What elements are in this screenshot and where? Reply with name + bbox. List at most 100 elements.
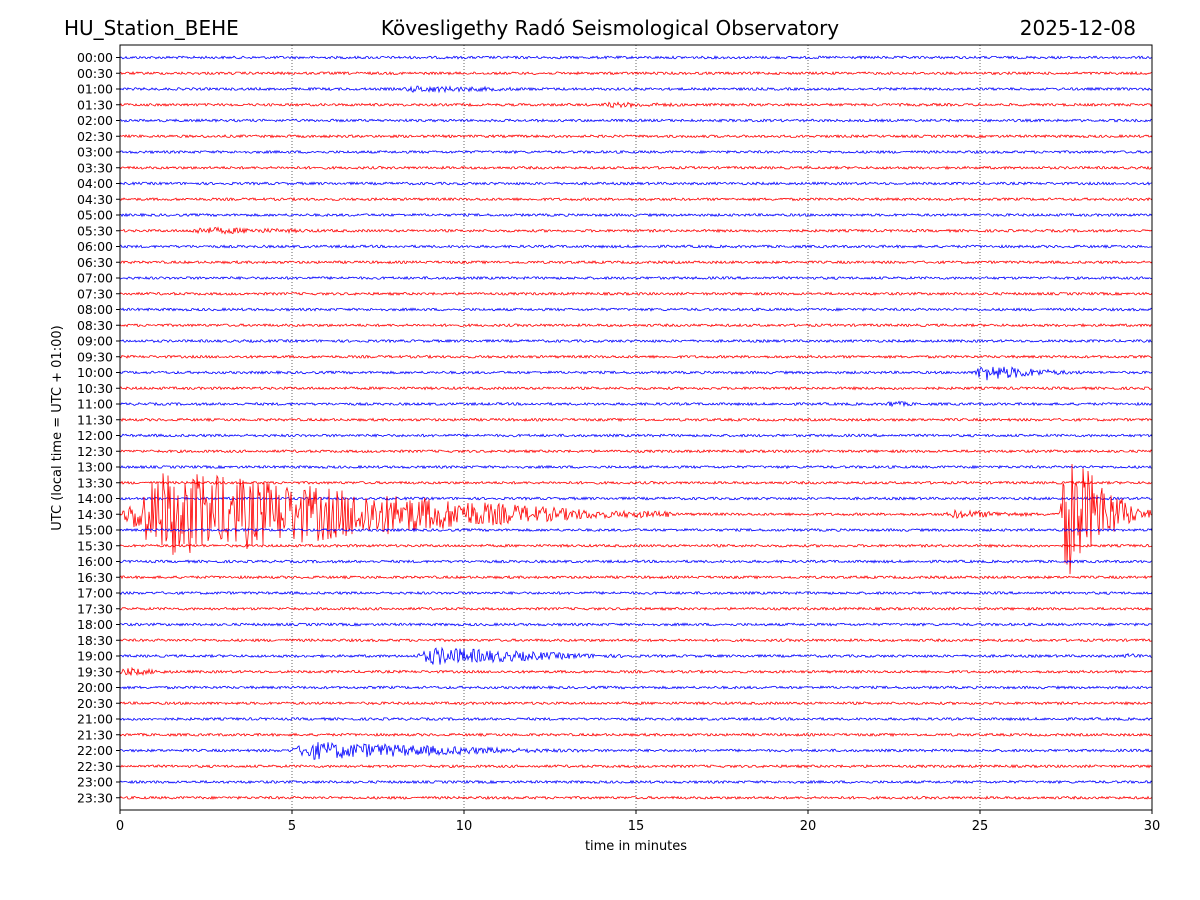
y-tick-label: 16:30 (77, 570, 113, 585)
y-tick-label: 13:00 (77, 460, 113, 475)
trace-row-1730 (120, 606, 1152, 612)
y-tick-label: 12:00 (77, 428, 113, 443)
y-tick-label: 04:30 (77, 192, 113, 207)
trace-row-0430 (120, 196, 1152, 202)
y-tick-label: 13:30 (77, 475, 113, 490)
trace-row-1100 (120, 400, 1152, 408)
trace-row-1500 (120, 527, 1152, 533)
observatory-title: Kövesligethy Radó Seismological Observat… (380, 16, 840, 40)
y-axis-label: UTC (local time = UTC + 01:00) (50, 325, 65, 530)
y-tick-label: 14:30 (77, 507, 113, 522)
y-tick-label: 08:00 (77, 302, 113, 317)
trace-layer (120, 55, 1152, 801)
trace-row-1400 (120, 496, 1152, 501)
y-tick-label: 09:30 (77, 349, 113, 364)
trace-row-0230 (120, 133, 1152, 139)
trace-row-2230 (120, 764, 1152, 769)
trace-row-1600 (120, 559, 1152, 564)
y-tick-label: 15:00 (77, 523, 113, 538)
trace-row-1000 (120, 366, 1152, 381)
trace-row-0200 (120, 118, 1152, 123)
y-tick-label: 20:30 (77, 696, 113, 711)
y-tick-label: 18:00 (77, 617, 113, 632)
y-tick-label: 02:00 (77, 113, 113, 128)
x-axis-label: time in minutes (585, 839, 687, 854)
trace-row-0100 (120, 85, 1152, 94)
trace-row-1300 (120, 464, 1152, 470)
trace-row-1130 (120, 417, 1152, 423)
station-name: HU_Station_BEHE (64, 16, 239, 40)
trace-row-0530 (120, 226, 1152, 235)
x-tick-label: 25 (972, 819, 989, 834)
chart-date: 2025-12-08 (1019, 16, 1136, 40)
y-tick-label: 12:30 (77, 444, 113, 459)
trace-row-2330 (120, 795, 1152, 801)
y-tick-label: 17:00 (77, 586, 113, 601)
trace-row-0030 (120, 70, 1152, 76)
y-tick-label: 06:30 (77, 255, 113, 270)
trace-row-1800 (120, 622, 1152, 627)
y-tick-label: 09:00 (77, 334, 113, 349)
y-tick-label: 11:00 (77, 397, 113, 412)
y-tick-label: 18:30 (77, 633, 113, 648)
y-tick-label: 07:00 (77, 271, 113, 286)
trace-row-2100 (120, 716, 1152, 722)
trace-row-2030 (120, 700, 1152, 706)
trace-row-1930 (120, 666, 1152, 677)
trace-row-0930 (120, 354, 1152, 360)
trace-row-2130 (120, 732, 1152, 738)
x-tick-label: 0 (116, 819, 124, 834)
y-tick-label: 00:00 (77, 50, 113, 65)
x-axis: 0 5 10 15 20 25 30 (116, 810, 1160, 834)
y-tick-label: 00:30 (77, 66, 113, 81)
trace-row-1700 (120, 590, 1152, 596)
y-tick-label: 22:00 (77, 743, 113, 758)
y-tick-label: 08:30 (77, 318, 113, 333)
y-tick-label: 23:30 (77, 790, 113, 805)
y-tick-label: 22:30 (77, 759, 113, 774)
y-tick-label: 19:30 (77, 664, 113, 679)
grid-layer (291, 45, 981, 810)
y-tick-label: 23:00 (77, 775, 113, 790)
y-tick-label: 11:30 (77, 412, 113, 427)
x-tick-label: 20 (800, 819, 817, 834)
y-tick-label: 03:00 (77, 145, 113, 160)
trace-row-0330 (120, 165, 1152, 171)
trace-row-1330 (120, 480, 1152, 486)
trace-row-1200 (120, 433, 1152, 438)
trace-row-0000 (120, 55, 1152, 60)
y-tick-label: 19:00 (77, 649, 113, 664)
x-tick-label: 15 (628, 819, 645, 834)
trace-row-1530 (120, 543, 1152, 549)
y-tick-label: 21:30 (77, 727, 113, 742)
trace-row-0500 (120, 212, 1152, 218)
trace-row-2200 (120, 742, 1152, 760)
trace-row-2000 (120, 685, 1152, 690)
trace-row-0600 (120, 244, 1152, 249)
y-tick-label: 20:00 (77, 680, 113, 695)
trace-row-1230 (120, 449, 1152, 454)
y-tick-label: 05:30 (77, 223, 113, 238)
y-tick-label: 07:30 (77, 286, 113, 301)
y-tick-label: 01:00 (77, 82, 113, 97)
trace-row-1030 (120, 385, 1152, 391)
trace-row-0300 (120, 149, 1152, 155)
y-axis: 00:0000:3001:0001:3002:0002:3003:0003:30… (77, 50, 120, 805)
trace-row-0730 (120, 291, 1152, 297)
trace-row-1630 (120, 574, 1152, 580)
y-tick-label: 17:30 (77, 601, 113, 616)
trace-row-0830 (120, 322, 1152, 328)
trace-row-0700 (120, 275, 1152, 281)
trace-row-1900 (120, 646, 1152, 665)
y-tick-label: 05:00 (77, 208, 113, 223)
trace-row-0800 (120, 307, 1152, 312)
y-tick-label: 03:30 (77, 160, 113, 175)
y-tick-label: 21:00 (77, 712, 113, 727)
y-tick-label: 02:30 (77, 129, 113, 144)
x-tick-label: 10 (456, 819, 473, 834)
y-tick-label: 15:30 (77, 538, 113, 553)
y-tick-label: 16:00 (77, 554, 113, 569)
y-tick-label: 14:00 (77, 491, 113, 506)
trace-row-2300 (120, 779, 1152, 785)
